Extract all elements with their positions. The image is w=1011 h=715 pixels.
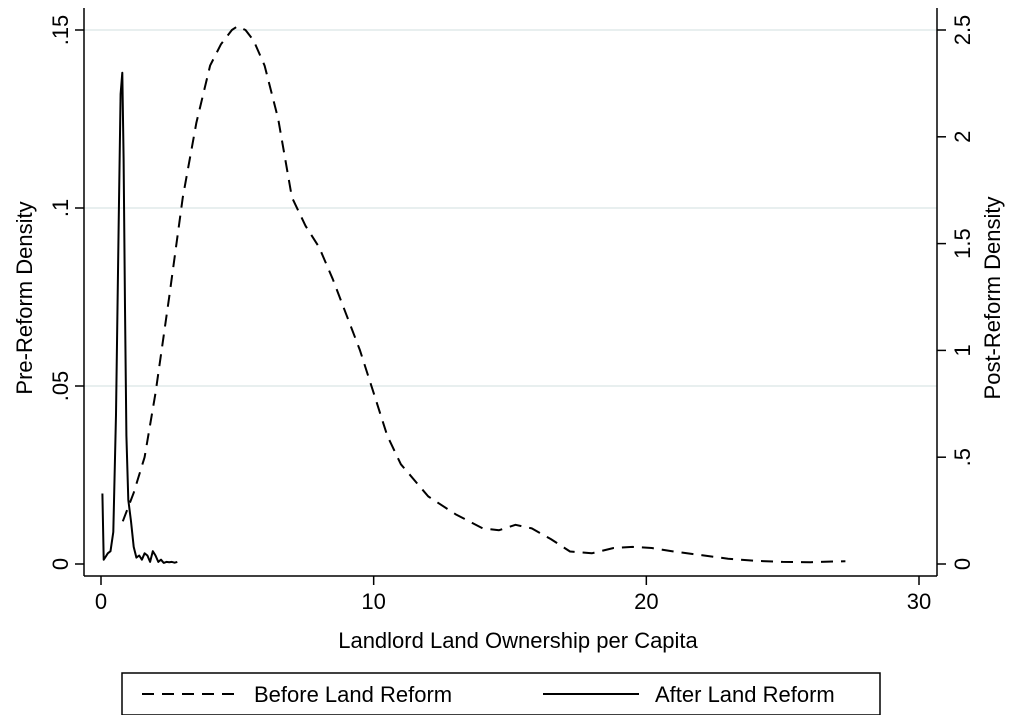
- right-y-tick-label: .5: [950, 448, 975, 466]
- right-y-tick-label: 1: [950, 344, 975, 356]
- x-tick-label: 20: [634, 589, 658, 614]
- legend: Before Land Reform After Land Reform: [121, 672, 881, 715]
- left-y-tick-label: .15: [48, 15, 73, 46]
- right-y-tick-label: 2.5: [950, 15, 975, 46]
- gridlines: [84, 29, 937, 387]
- axes: 0 .05 .1 .15 0 .5 1 1.5 2 2.5 0 10 20 30: [48, 8, 975, 614]
- right-y-tick-label: 0: [950, 558, 975, 570]
- right-y-tick-label: 2: [950, 131, 975, 143]
- series-lines: [101, 25, 846, 564]
- legend-box: [121, 672, 881, 715]
- legend-label-after: After Land Reform: [655, 682, 835, 707]
- series-line-after-reform: [101, 71, 178, 564]
- left-y-axis-title: Pre-Reform Density: [12, 201, 37, 394]
- x-tick-label: 0: [95, 589, 107, 614]
- x-tick-label: 30: [907, 589, 931, 614]
- x-tick-label: 10: [361, 589, 385, 614]
- legend-label-before: Before Land Reform: [254, 682, 452, 707]
- left-y-tick-label: 0: [48, 558, 73, 570]
- right-y-axis-title: Post-Reform Density: [980, 197, 1005, 400]
- right-y-tick-label: 1.5: [950, 228, 975, 259]
- x-axis-title: Landlord Land Ownership per Capita: [338, 628, 698, 653]
- left-y-tick-label: .05: [48, 371, 73, 402]
- left-y-tick-label: .1: [48, 199, 73, 217]
- series-line-before-reform: [121, 25, 846, 564]
